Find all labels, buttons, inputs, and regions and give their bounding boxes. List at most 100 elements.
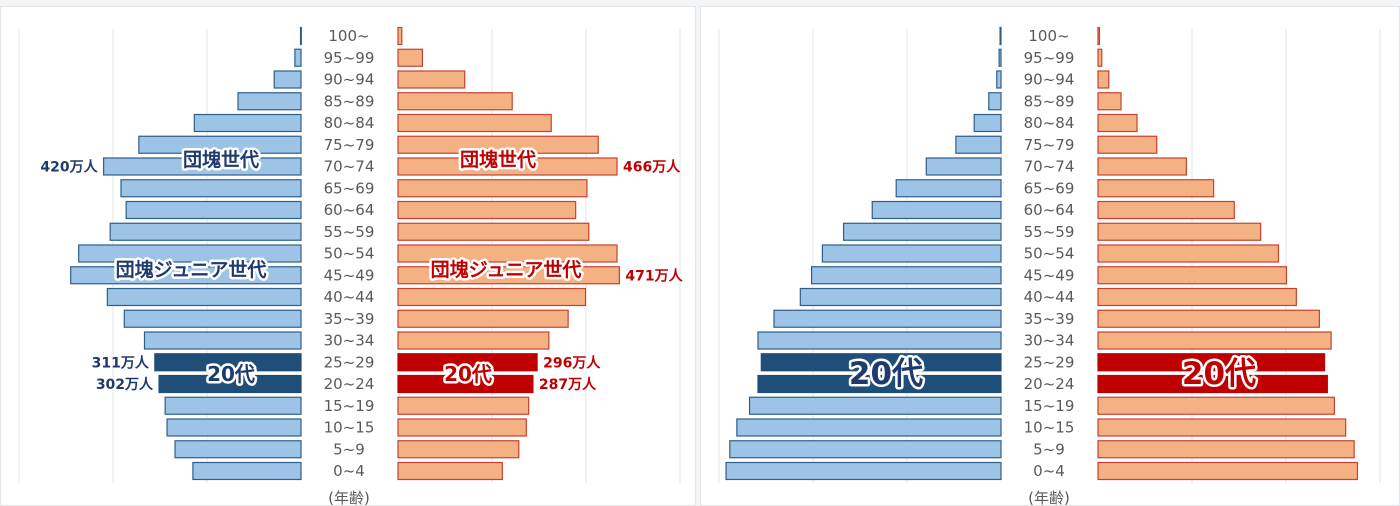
age-category-label: 70~74 xyxy=(324,158,375,176)
generation-annotation: 20代 xyxy=(849,356,923,392)
pyramid-chart-left-panel: 100~ 95~99 90~94 85~89 80~84 75~79 70~74 65~69 6… xyxy=(0,6,696,506)
age-category-label: 100~ xyxy=(1028,27,1069,45)
male-bar xyxy=(760,353,1002,372)
male-bar xyxy=(120,179,302,198)
female-bar xyxy=(397,157,618,176)
generation-annotation: 団塊ジュニア世代 xyxy=(116,258,267,281)
age-category-label: 65~69 xyxy=(324,179,375,197)
age-category-label: 80~84 xyxy=(324,114,375,132)
age-category-label: 30~34 xyxy=(324,332,375,350)
age-category-label: 5~9 xyxy=(1033,440,1065,458)
value-label: 471万人 xyxy=(625,267,683,284)
female-bar xyxy=(1097,440,1355,459)
male-bar xyxy=(999,26,1002,46)
male-bar xyxy=(725,461,1002,481)
female-bar xyxy=(1097,26,1101,46)
age-category-label: 0~4 xyxy=(1033,462,1065,480)
age-category-label: 75~79 xyxy=(324,136,375,154)
male-bar xyxy=(78,244,302,263)
female-bar xyxy=(1097,309,1320,328)
age-category-label: 30~34 xyxy=(1024,332,1075,350)
generation-annotation: 20代 xyxy=(1182,356,1256,392)
female-bar xyxy=(1097,179,1215,198)
male-bar xyxy=(799,287,1002,307)
male-bar xyxy=(736,418,1002,437)
age-category-label: 20~24 xyxy=(1024,375,1075,393)
age-category-label: 75~79 xyxy=(1024,136,1075,154)
age-category-label: 55~59 xyxy=(1024,223,1075,241)
age-category-label: 45~49 xyxy=(1024,266,1075,284)
pyramid-chart-right-panel: 100~ 95~99 90~94 85~89 80~84 75~79 70~74 65~69 6… xyxy=(700,6,1400,506)
female-bar xyxy=(397,48,424,67)
male-bar xyxy=(810,266,1002,285)
male-bar xyxy=(757,374,1002,394)
age-category-label: 60~64 xyxy=(1024,201,1075,219)
generation-annotation: 団塊ジュニア世代 xyxy=(431,258,582,281)
female-bar xyxy=(397,70,466,89)
age-category-label: 85~89 xyxy=(324,92,375,110)
age-category-label: 0~4 xyxy=(333,462,365,480)
population-pyramid-chart-1: 100~ 95~99 90~94 85~89 80~84 75~79 70~74 65~69 6… xyxy=(18,26,684,506)
female-bar xyxy=(397,135,599,154)
male-bar xyxy=(973,113,1002,133)
age-category-label: 80~84 xyxy=(1024,114,1075,132)
age-category-label: 50~54 xyxy=(324,245,375,263)
age-category-label: 50~54 xyxy=(1024,245,1075,263)
age-category-label: 90~94 xyxy=(324,71,375,89)
female-bar xyxy=(397,179,588,198)
male-bar xyxy=(998,48,1002,67)
male-bar xyxy=(123,309,302,328)
male-bar xyxy=(158,374,302,394)
male-bar xyxy=(988,92,1002,111)
male-bar xyxy=(138,135,302,154)
value-label: 296万人 xyxy=(543,354,601,371)
female-bar xyxy=(397,353,538,372)
female-bar xyxy=(397,396,530,415)
female-bar xyxy=(1097,396,1336,415)
value-label: 420万人 xyxy=(40,159,98,176)
male-bar xyxy=(273,70,302,89)
female-bar xyxy=(1097,222,1262,241)
female-bar xyxy=(1097,287,1297,307)
age-category-label: 60~64 xyxy=(324,201,375,219)
female-bar xyxy=(1097,157,1187,176)
age-category-label: 25~29 xyxy=(324,353,375,371)
female-bar xyxy=(1097,92,1122,111)
female-bar xyxy=(397,113,552,133)
value-label: 466万人 xyxy=(623,159,681,176)
male-bar xyxy=(895,179,1002,198)
male-bar xyxy=(109,222,302,241)
male-bar xyxy=(164,396,302,415)
age-category-label: 15~19 xyxy=(1024,397,1075,415)
male-bar xyxy=(773,309,1002,328)
age-category-label: 45~49 xyxy=(324,266,375,284)
female-bar xyxy=(1097,374,1328,394)
female-bar xyxy=(397,440,520,459)
male-bar xyxy=(174,440,302,459)
female-bar xyxy=(1097,266,1288,285)
female-bar xyxy=(1097,461,1359,481)
male-bar xyxy=(70,266,302,285)
age-category-label: 95~99 xyxy=(324,49,375,67)
male-bar xyxy=(237,92,302,111)
female-bar xyxy=(1097,113,1138,133)
female-bar xyxy=(1097,353,1326,372)
female-bar xyxy=(1097,48,1103,67)
female-bar xyxy=(397,26,403,46)
male-bar xyxy=(294,48,302,67)
male-bar xyxy=(871,200,1002,220)
male-bar xyxy=(299,26,302,46)
age-category-label: 15~19 xyxy=(324,397,375,415)
male-bar xyxy=(996,70,1002,89)
age-category-label: 70~74 xyxy=(1024,158,1075,176)
age-category-label: 95~99 xyxy=(1024,49,1075,67)
age-category-label: 90~94 xyxy=(1024,71,1075,89)
female-bar xyxy=(1097,70,1110,89)
male-bar xyxy=(166,418,302,437)
age-category-label: 20~24 xyxy=(324,375,375,393)
male-bar xyxy=(154,353,302,372)
age-category-label: 85~89 xyxy=(1024,92,1075,110)
age-category-label: 10~15 xyxy=(1024,419,1075,437)
axis-label: (年齢) xyxy=(328,489,370,506)
value-label: 302万人 xyxy=(96,376,154,393)
